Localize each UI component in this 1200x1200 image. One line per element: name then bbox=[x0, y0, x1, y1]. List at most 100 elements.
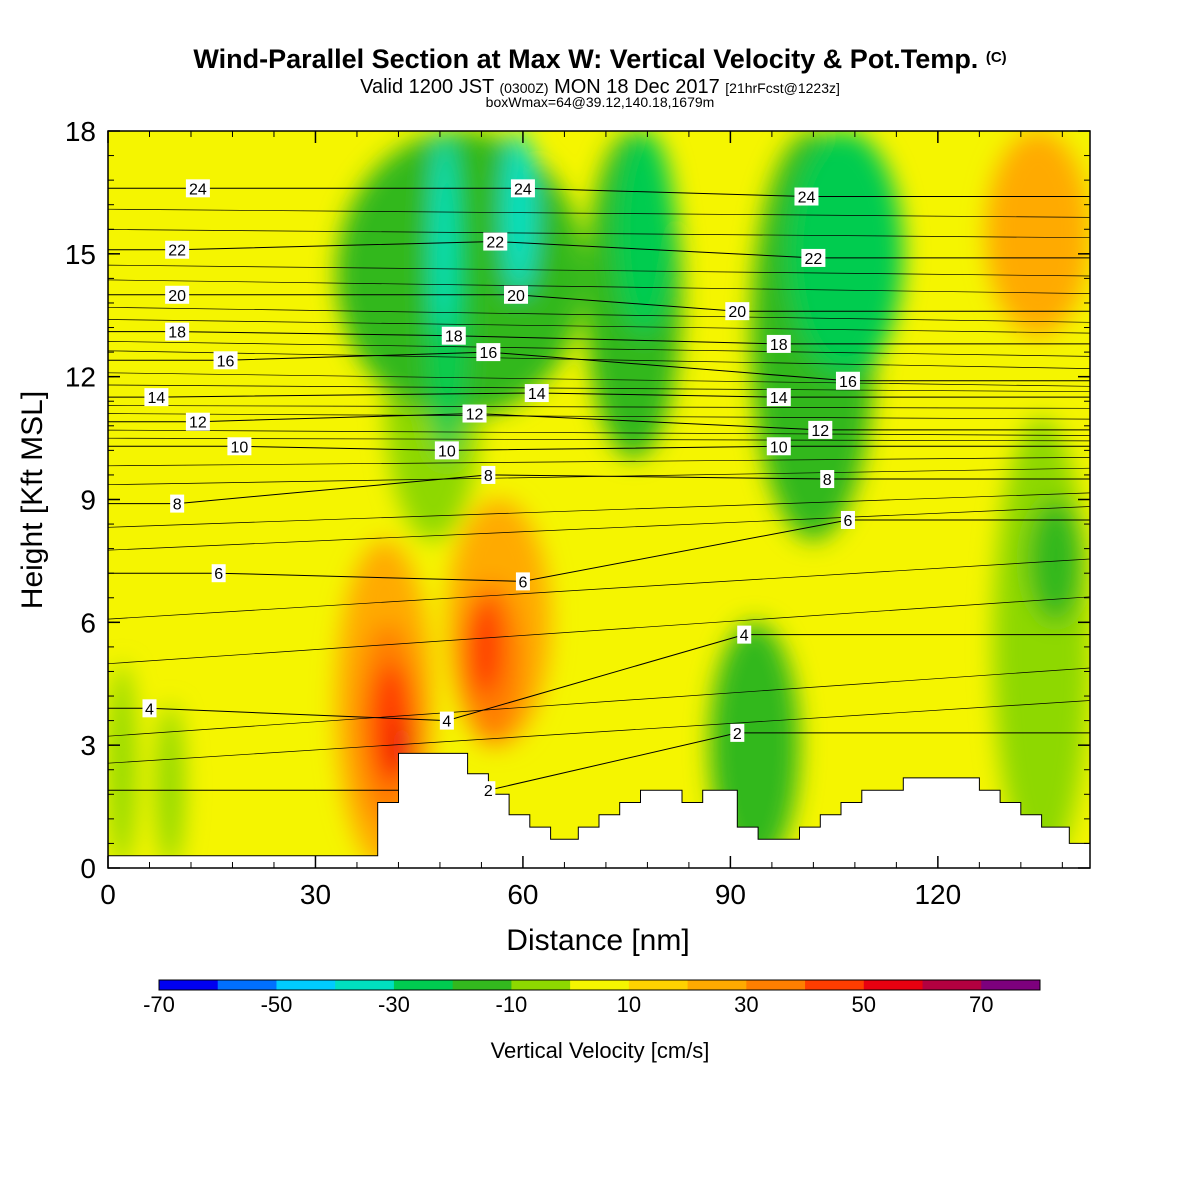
theta-label-text: 22 bbox=[168, 243, 186, 260]
colorbar-tick-label: -50 bbox=[261, 992, 293, 1017]
theta-label: 24 bbox=[510, 179, 535, 198]
colorbar-swatch bbox=[393, 980, 454, 990]
theta-label: 4 bbox=[439, 711, 454, 731]
colorbar-tick-label: -10 bbox=[496, 992, 528, 1017]
theta-label-text: 6 bbox=[844, 513, 853, 530]
theta-label: 2 bbox=[730, 723, 745, 743]
colorbar-tick-label: 10 bbox=[617, 992, 641, 1017]
theta-contour-line bbox=[108, 264, 1090, 277]
chart-title: Wind-Parallel Section at Max W: Vertical… bbox=[0, 44, 1200, 75]
colorbar-swatch bbox=[217, 980, 277, 990]
y-axis-label: Height [Kft MSL] bbox=[16, 391, 49, 609]
colorbar-swatch bbox=[863, 980, 924, 990]
theta-label-text: 8 bbox=[173, 497, 182, 514]
theta-label: 12 bbox=[462, 404, 487, 424]
valid-time: Valid 1200 JST bbox=[360, 76, 494, 98]
theta-contour-line bbox=[108, 372, 1090, 387]
theta-label: 16 bbox=[213, 351, 238, 370]
theta-label-bg bbox=[737, 625, 752, 644]
colorbar-tick-label: 50 bbox=[852, 992, 876, 1017]
theta-label-bg bbox=[840, 510, 855, 529]
theta-label: 10 bbox=[766, 437, 791, 456]
theta-label-bg bbox=[441, 326, 466, 345]
theta-label: 4 bbox=[142, 699, 157, 718]
theta-contour-line bbox=[108, 279, 1090, 294]
theta-label-bg bbox=[766, 334, 791, 353]
theta-label-text: 8 bbox=[484, 468, 493, 485]
theta-label-text: 10 bbox=[770, 439, 788, 456]
y-tick-label: 9 bbox=[80, 485, 96, 516]
theta-label-text: 20 bbox=[507, 288, 525, 305]
theta-label-text: 22 bbox=[486, 235, 504, 252]
theta-label-text: 12 bbox=[466, 407, 484, 424]
colorbar-swatch bbox=[687, 980, 747, 990]
x-tick-label: 0 bbox=[100, 879, 116, 910]
theta-label: 8 bbox=[481, 465, 496, 485]
theta-label: 22 bbox=[165, 240, 190, 260]
theta-label: 8 bbox=[170, 494, 185, 514]
theta-label-bg bbox=[794, 187, 819, 206]
theta-label: 24 bbox=[185, 179, 210, 198]
theta-label: 20 bbox=[725, 302, 750, 321]
theta-contour-line bbox=[108, 319, 1090, 334]
theta-label: 22 bbox=[483, 232, 508, 252]
theta-label: 20 bbox=[165, 285, 190, 305]
theta-label-bg bbox=[227, 437, 252, 456]
theta-contour-line bbox=[108, 350, 1090, 369]
theta-label-bg bbox=[165, 285, 190, 304]
theta-label-text: 6 bbox=[214, 566, 223, 583]
valid-date: MON 18 Dec 2017 bbox=[554, 76, 720, 98]
theta-label-bg bbox=[185, 412, 210, 431]
theta-contour-line bbox=[108, 208, 1090, 218]
theta-contour-line bbox=[108, 667, 1090, 737]
theta-label-text: 14 bbox=[770, 390, 788, 407]
theta-label-text: 20 bbox=[168, 288, 186, 305]
theta-label-text: 10 bbox=[438, 443, 456, 460]
velocity-cell bbox=[993, 417, 1090, 868]
theta-contour-line bbox=[108, 492, 1090, 528]
theta-label-bg bbox=[211, 564, 226, 583]
theta-label-bg bbox=[439, 711, 454, 730]
theta-label-bg bbox=[766, 437, 791, 456]
theta-label-text: 12 bbox=[811, 423, 829, 440]
theta-label-bg bbox=[165, 322, 190, 341]
colorbar-swatch bbox=[805, 980, 865, 990]
theta-label: 6 bbox=[840, 510, 855, 530]
theta-label: 12 bbox=[185, 412, 210, 432]
colorbar: -70 -50 -30 -10 10 30 50 70 bbox=[143, 979, 1041, 1017]
theta-label-bg bbox=[165, 240, 190, 259]
x-tick-label: 90 bbox=[715, 879, 746, 910]
theta-label-text: 4 bbox=[740, 628, 749, 645]
colorbar-swatch bbox=[981, 980, 1041, 990]
theta-label: 14 bbox=[144, 388, 169, 407]
colorbar-swatch bbox=[452, 980, 512, 990]
colorbar-tick-label: 70 bbox=[969, 992, 993, 1017]
theta-label-bg bbox=[820, 470, 835, 489]
theta-label: 14 bbox=[766, 388, 791, 407]
theta-label-text: 10 bbox=[230, 439, 248, 456]
theta-contour-line bbox=[108, 341, 1090, 357]
theta-contour-line bbox=[108, 457, 1090, 467]
theta-contour-line bbox=[108, 558, 1090, 620]
theta-label-text: 24 bbox=[514, 181, 532, 198]
theta-label-text: 8 bbox=[823, 472, 832, 489]
theta-label: 16 bbox=[835, 371, 860, 391]
theta-label-text: 16 bbox=[217, 353, 235, 370]
colorbar-swatch bbox=[335, 980, 395, 990]
theta-label: 6 bbox=[211, 564, 226, 583]
theta-label-text: 22 bbox=[804, 251, 822, 268]
theta-label-bg bbox=[835, 371, 860, 390]
velocity-cell bbox=[108, 663, 136, 868]
colorbar-tick-label: -30 bbox=[378, 992, 410, 1017]
theta-label-text: 16 bbox=[479, 345, 497, 362]
copyright-mark: (C) bbox=[985, 49, 1007, 66]
theta-label-bg bbox=[504, 285, 529, 304]
theta-label-bg bbox=[144, 388, 169, 407]
theta-label-text: 18 bbox=[770, 337, 788, 354]
theta-label-bg bbox=[808, 420, 833, 439]
theta-label: 16 bbox=[476, 343, 501, 362]
theta-label-bg bbox=[483, 232, 508, 251]
theta-label: 14 bbox=[524, 384, 549, 403]
